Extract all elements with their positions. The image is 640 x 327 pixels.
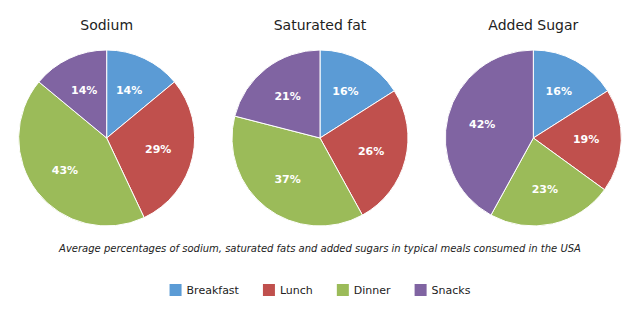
legend-swatch: [415, 284, 427, 296]
chart-title: Sodium: [80, 17, 133, 33]
legend-item: Snacks: [415, 284, 471, 297]
legend-label: Breakfast: [187, 284, 240, 297]
legend-item: Dinner: [337, 284, 391, 297]
legend-swatch: [170, 284, 182, 296]
legend-item: Breakfast: [170, 284, 240, 297]
legend-swatch: [337, 284, 349, 296]
data-label: 16%: [546, 85, 572, 98]
pie-chart: Sodium 14% 29% 43% 14%: [19, 17, 195, 226]
chart-title: Saturated fat: [274, 17, 367, 33]
pie-chart: Added Sugar 16% 19% 23% 42%: [445, 17, 621, 226]
legend-label: Lunch: [280, 284, 313, 297]
data-label: 16%: [332, 85, 358, 98]
chart-root: Sodium 14% 29% 43% 14% Saturated fat 16% 26% 37%…: [0, 0, 640, 327]
pie-slice: [235, 50, 320, 138]
pie-slice: [445, 50, 533, 215]
data-label: 14%: [71, 84, 97, 97]
data-label: 14%: [116, 84, 142, 97]
data-label: 42%: [469, 118, 495, 131]
legend-label: Snacks: [432, 284, 471, 297]
data-label: 29%: [145, 143, 171, 156]
legend-item: Lunch: [263, 284, 313, 297]
data-label: 37%: [274, 173, 300, 186]
data-label: 43%: [52, 164, 78, 177]
data-label: 19%: [573, 133, 599, 146]
pie-slice: [39, 50, 107, 138]
caption: Average percentages of sodium, saturated…: [58, 243, 581, 254]
pie-chart: Saturated fat 16% 26% 37% 21%: [232, 17, 408, 226]
chart-title: Added Sugar: [488, 17, 578, 33]
legend: Breakfast Lunch Dinner Snacks: [170, 284, 471, 297]
data-label: 23%: [532, 183, 558, 196]
legend-swatch: [263, 284, 275, 296]
data-label: 21%: [274, 90, 300, 103]
legend-label: Dinner: [354, 284, 391, 297]
data-label: 26%: [358, 145, 384, 158]
